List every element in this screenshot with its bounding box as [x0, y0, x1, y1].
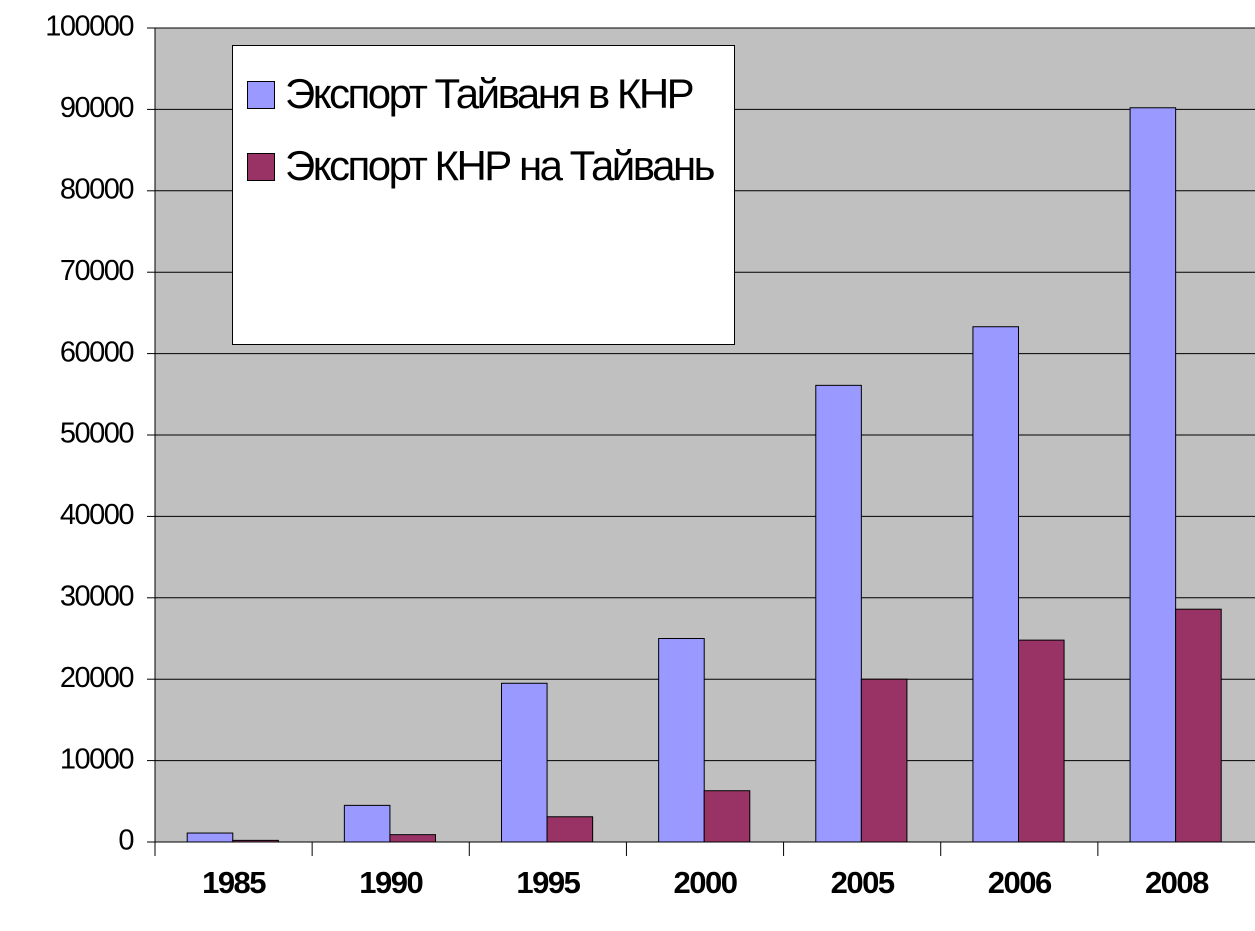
bar [658, 638, 705, 843]
bar [1129, 107, 1177, 843]
legend-swatch [247, 81, 275, 109]
x-tick-label: 1985 [202, 865, 266, 900]
bar [186, 832, 234, 843]
y-tick-label: 10000 [60, 743, 134, 775]
y-tick-label: 40000 [60, 499, 134, 531]
y-tick-label: 70000 [60, 255, 134, 287]
bar [860, 678, 908, 843]
y-tick-label: 30000 [60, 580, 134, 612]
bar [343, 804, 391, 843]
x-tick-label: 2000 [674, 865, 737, 900]
bar [703, 790, 751, 843]
y-tick-label: 100000 [45, 11, 133, 43]
y-tick-label: 80000 [60, 173, 134, 205]
y-tick-label: 60000 [60, 336, 134, 368]
y-tick-label: 50000 [60, 418, 134, 450]
x-tick-label: 1990 [359, 865, 422, 900]
bar [501, 682, 548, 843]
legend-label: Экспорт КНР на Тайвань [285, 142, 716, 189]
y-tick-label: 90000 [60, 92, 134, 124]
bar [389, 834, 436, 843]
bar [815, 384, 862, 843]
legend: Экспорт Тайваня в КНР Экспорт КНР на Тайв… [232, 45, 735, 345]
y-tick-label: 20000 [60, 662, 134, 694]
x-tick-label: 2005 [831, 865, 895, 900]
legend-entry: Экспорт КНР на Тайвань [247, 140, 726, 192]
legend-entry: Экспорт Тайваня в КНР [247, 68, 726, 120]
bar [1018, 639, 1065, 843]
bar [972, 326, 1020, 843]
legend-swatch [247, 153, 275, 181]
y-tick-label: 0 [118, 825, 133, 857]
x-tick-label: 2008 [1145, 865, 1209, 900]
bar [546, 816, 594, 843]
x-tick-label: 2006 [988, 865, 1052, 900]
legend-label: Экспорт Тайваня в КНР [285, 70, 695, 117]
bar [1175, 608, 1222, 843]
x-tick-label: 1995 [516, 865, 580, 900]
